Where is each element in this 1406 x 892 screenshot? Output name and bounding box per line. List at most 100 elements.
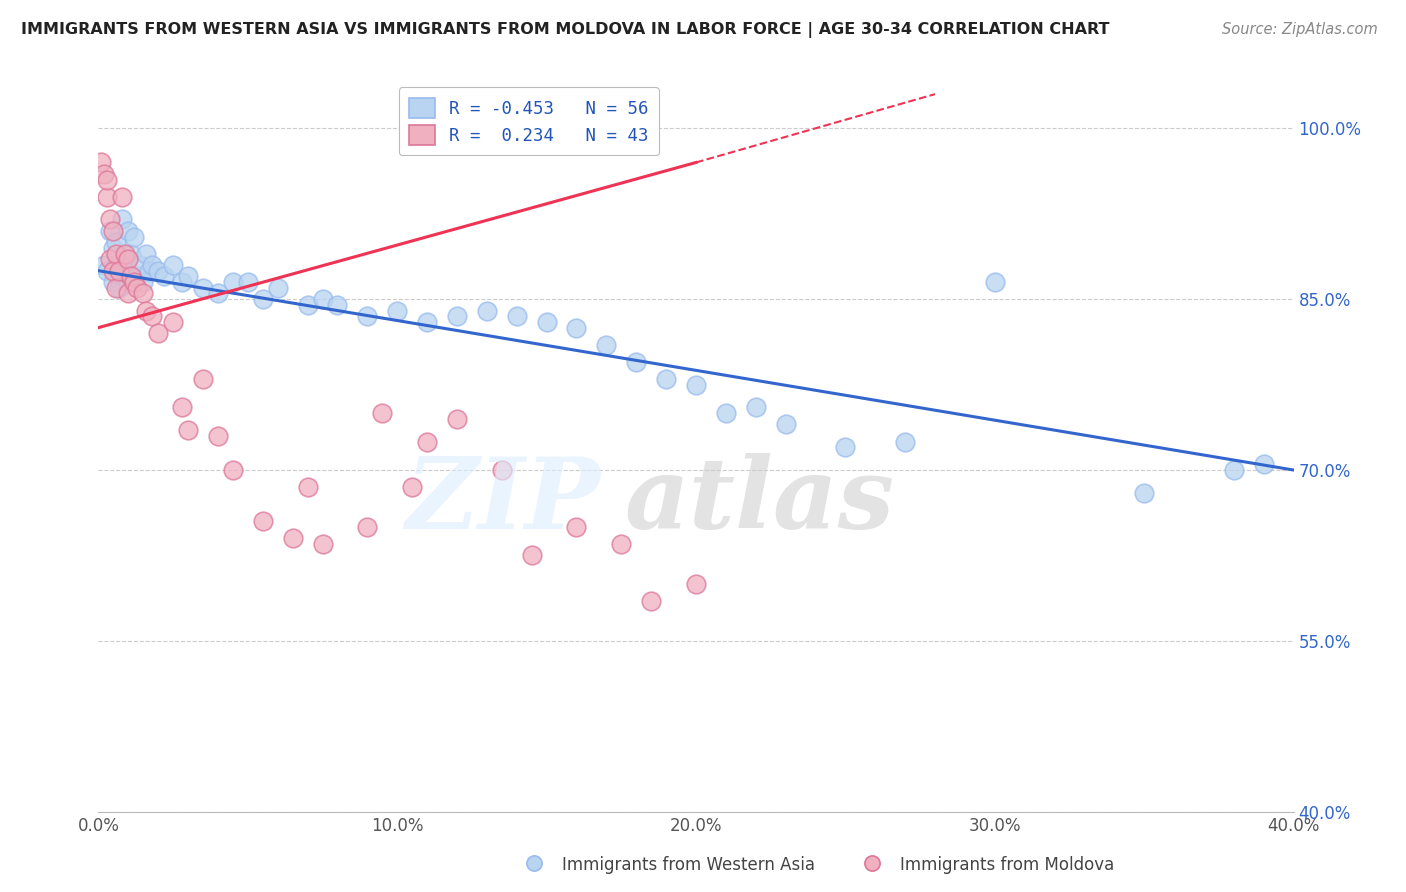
Point	[536, 315, 558, 329]
Point	[685, 377, 707, 392]
Point	[93, 258, 115, 272]
Point	[124, 229, 146, 244]
Point	[177, 269, 200, 284]
Point	[135, 246, 157, 260]
Point	[207, 429, 229, 443]
Text: ZIP: ZIP	[405, 452, 600, 549]
Point	[356, 520, 378, 534]
Point	[655, 372, 678, 386]
Point	[565, 520, 588, 534]
Point	[416, 315, 439, 329]
Point	[124, 275, 146, 289]
Point	[93, 167, 115, 181]
Point	[984, 275, 1007, 289]
Text: Immigrants from Moldova: Immigrants from Moldova	[900, 856, 1114, 874]
Point	[640, 594, 662, 608]
Text: IMMIGRANTS FROM WESTERN ASIA VS IMMIGRANTS FROM MOLDOVA IN LABOR FORCE | AGE 30-: IMMIGRANTS FROM WESTERN ASIA VS IMMIGRAN…	[21, 22, 1109, 38]
Point	[267, 281, 290, 295]
Point	[714, 406, 737, 420]
Point	[96, 263, 118, 277]
Point	[127, 281, 149, 295]
Point	[475, 303, 498, 318]
Point	[105, 235, 128, 250]
Point	[103, 241, 125, 255]
Point	[148, 326, 170, 341]
Point	[103, 275, 125, 289]
Point	[236, 275, 259, 289]
Point	[153, 269, 176, 284]
Point	[222, 463, 245, 477]
Point	[446, 310, 468, 324]
Point	[108, 281, 131, 295]
Point	[371, 406, 394, 420]
Point	[114, 246, 136, 260]
Point	[401, 480, 423, 494]
Point	[117, 252, 139, 267]
Point	[120, 246, 142, 260]
Point	[127, 269, 149, 284]
Point	[191, 372, 214, 386]
Point	[111, 269, 134, 284]
Point	[595, 337, 617, 351]
Point	[98, 224, 122, 238]
Point	[90, 155, 112, 169]
Point	[207, 286, 229, 301]
Point	[108, 263, 131, 277]
Point	[775, 417, 797, 432]
Point	[172, 275, 194, 289]
Point	[111, 212, 134, 227]
Point	[105, 281, 128, 295]
Point	[565, 320, 588, 334]
Point	[745, 401, 768, 415]
Point	[834, 440, 856, 454]
Point	[129, 258, 152, 272]
Point	[626, 355, 648, 369]
Point	[108, 258, 131, 272]
Point	[141, 258, 163, 272]
Point	[132, 275, 155, 289]
Point	[1223, 463, 1246, 477]
Point	[114, 252, 136, 267]
Point	[446, 411, 468, 425]
Point	[297, 298, 319, 312]
Point	[177, 423, 200, 437]
Point	[135, 303, 157, 318]
Point	[96, 172, 118, 186]
Point	[252, 514, 274, 528]
Text: Immigrants from Western Asia: Immigrants from Western Asia	[562, 856, 815, 874]
Point	[491, 463, 513, 477]
Point	[385, 303, 409, 318]
Point	[132, 286, 155, 301]
Point	[416, 434, 439, 449]
Point	[191, 281, 214, 295]
Point	[1253, 458, 1275, 472]
Point	[98, 212, 122, 227]
Point	[326, 298, 349, 312]
Point	[148, 263, 170, 277]
Point	[111, 189, 134, 203]
Point	[98, 252, 122, 267]
Point	[103, 224, 125, 238]
Point	[685, 577, 707, 591]
Point	[141, 310, 163, 324]
Point	[252, 292, 274, 306]
Point	[610, 537, 633, 551]
Point	[117, 275, 139, 289]
Point	[162, 315, 184, 329]
Text: Source: ZipAtlas.com: Source: ZipAtlas.com	[1222, 22, 1378, 37]
Point	[506, 310, 529, 324]
Point	[117, 286, 139, 301]
Point	[162, 258, 184, 272]
Point	[96, 189, 118, 203]
Point	[120, 269, 142, 284]
Legend: R = -0.453   N = 56, R =  0.234   N = 43: R = -0.453 N = 56, R = 0.234 N = 43	[398, 87, 659, 155]
Point	[103, 263, 125, 277]
Point	[172, 401, 194, 415]
Point	[311, 537, 333, 551]
Point	[105, 246, 128, 260]
Point	[222, 275, 245, 289]
Point	[297, 480, 319, 494]
Point	[281, 532, 304, 546]
Point	[311, 292, 333, 306]
Point	[117, 224, 139, 238]
